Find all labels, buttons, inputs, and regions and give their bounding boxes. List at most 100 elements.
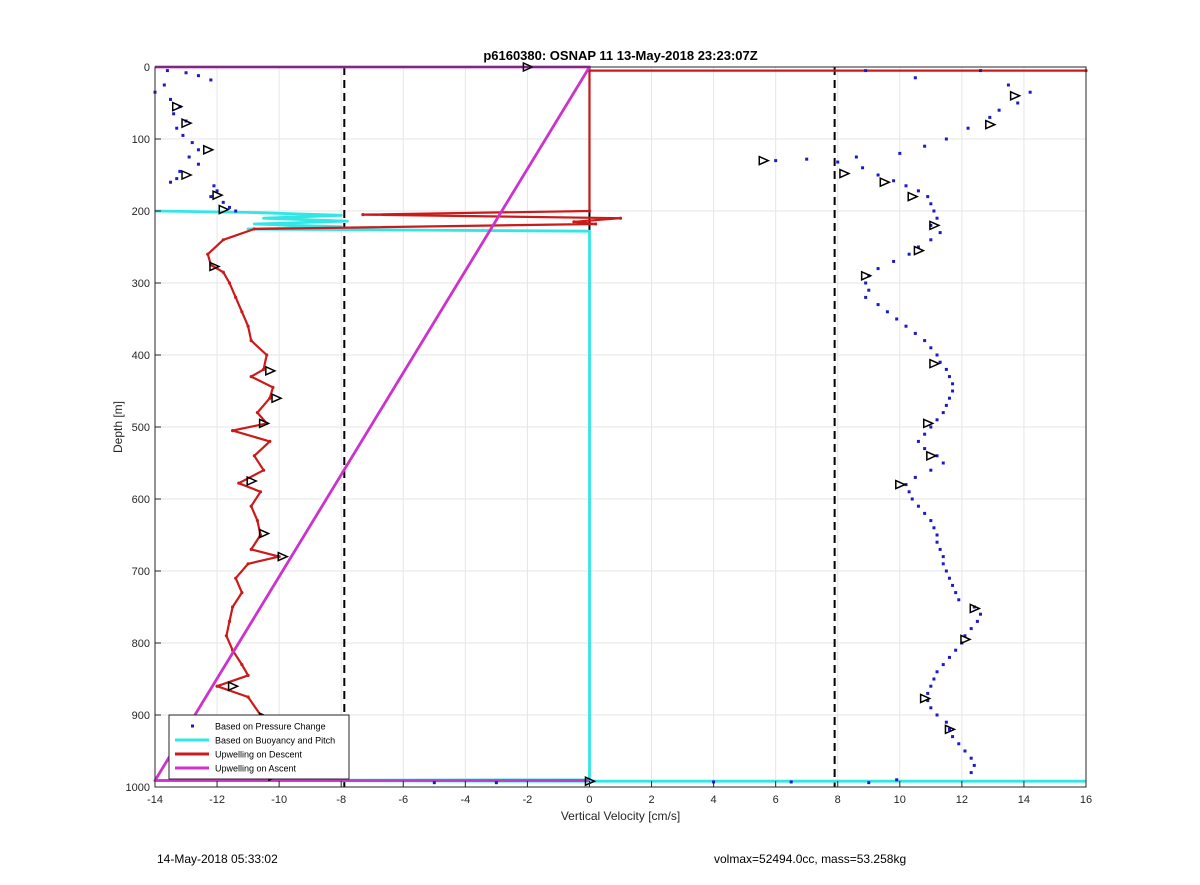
descent-point [249, 375, 253, 379]
waypoint-marker [922, 418, 935, 429]
pressure-point [935, 713, 939, 717]
descent-point [234, 295, 238, 299]
descent-point [246, 324, 250, 328]
pressure-point [978, 612, 982, 616]
y-tick-label: 1000 [126, 782, 150, 794]
pressure-point [929, 519, 933, 523]
descent-point [271, 385, 275, 389]
descent-point [230, 429, 235, 433]
grid-layer [154, 66, 1087, 788]
y-tick-label: 400 [132, 350, 150, 362]
pressure-point [947, 655, 951, 659]
pressure-point [904, 324, 908, 328]
pressure-point [954, 591, 958, 595]
waypoint-marker [258, 528, 271, 539]
pressure-point [227, 205, 231, 209]
pressure-point [190, 141, 194, 145]
pressure-point [178, 169, 182, 173]
pressure-point [944, 403, 948, 407]
pressure-point [916, 189, 920, 193]
pressure-point [947, 576, 951, 580]
pressure-point [864, 281, 868, 285]
descent-point [240, 591, 244, 595]
waypoint-marker [277, 551, 290, 562]
x-tick-label: -2 [523, 794, 533, 806]
x-tick-label: -8 [336, 794, 346, 806]
pressure-point [861, 166, 865, 170]
chart-title: p6160380: OSNAP 11 13-May-2018 23:23:07Z [483, 48, 757, 63]
footer-volmax-mass: volmax=52494.0cc, mass=53.258kg [714, 852, 907, 866]
pressure-point [941, 663, 945, 667]
descent-point [268, 439, 272, 443]
pressure-point [181, 133, 185, 137]
x-tick-label: 4 [711, 794, 717, 806]
pressure-point [929, 238, 933, 242]
pressure-point [864, 69, 868, 73]
pressure-point [975, 619, 979, 623]
descent-point [230, 605, 235, 609]
waypoint-marker [246, 475, 259, 487]
descent-point [618, 216, 623, 220]
pressure-point [913, 76, 917, 80]
pressure-point [941, 461, 945, 465]
descent-point [206, 252, 210, 256]
descent-point [249, 339, 253, 343]
pressure-point [938, 360, 942, 364]
pressure-point [916, 245, 920, 249]
legend: Based on Pressure Change Based on Buoyanc… [168, 714, 350, 780]
pressure-point [805, 157, 809, 161]
pressure-point [929, 706, 933, 710]
y-tick-label: 500 [132, 422, 150, 434]
pressure-point [944, 137, 948, 141]
descent-point [240, 663, 244, 667]
pressure-point [169, 97, 173, 101]
pressure-point [935, 353, 939, 357]
descent-point [227, 619, 232, 624]
pressure-point [175, 177, 179, 181]
pressure-point [836, 160, 840, 164]
pressure-point [1028, 90, 1032, 94]
pressure-point [162, 83, 166, 87]
legend-label: Based on Buoyancy and Pitch [215, 736, 335, 746]
descent-point [262, 468, 266, 472]
descent-point [252, 227, 256, 231]
descent-point [246, 695, 250, 699]
waypoint-marker [212, 190, 224, 201]
pressure-point [867, 274, 871, 278]
pressure-point [923, 339, 927, 343]
pressure-point [854, 155, 858, 159]
waypoint-marker [944, 724, 957, 735]
descent-point [361, 213, 365, 217]
waypoint-marker [913, 245, 926, 256]
waypoint-marker [227, 681, 240, 692]
waypoint-marker [879, 177, 892, 188]
pressure-point [867, 781, 871, 785]
pressure-point [898, 151, 902, 155]
pressure-point [969, 756, 973, 760]
pressure-point [916, 439, 920, 443]
y-tick-label: 100 [132, 134, 150, 146]
descent-point [246, 673, 250, 678]
waypoint-marker [271, 393, 283, 404]
descent-point [249, 547, 253, 552]
x-tick-label: 10 [894, 794, 906, 806]
y-tick-label: 300 [132, 278, 150, 290]
descent-point [215, 684, 219, 688]
pressure-point [926, 699, 930, 703]
pressure-point [910, 497, 914, 501]
pressure-point [951, 583, 955, 587]
pressure-point [954, 648, 958, 652]
pressure-point [789, 780, 793, 784]
pressure-point [929, 425, 933, 429]
pressure-point [187, 155, 191, 159]
waypoint-marker [181, 169, 193, 181]
waypoint-marker [929, 220, 941, 231]
waypoint-marker [203, 144, 215, 155]
x-tick-label: 2 [648, 794, 654, 806]
legend-label: Upwelling on Descent [215, 750, 303, 760]
pressure-point [963, 634, 967, 638]
pressure-point [947, 375, 951, 379]
pressure-point [196, 162, 200, 166]
pressure-point [941, 555, 945, 559]
pressure-point [941, 411, 945, 415]
